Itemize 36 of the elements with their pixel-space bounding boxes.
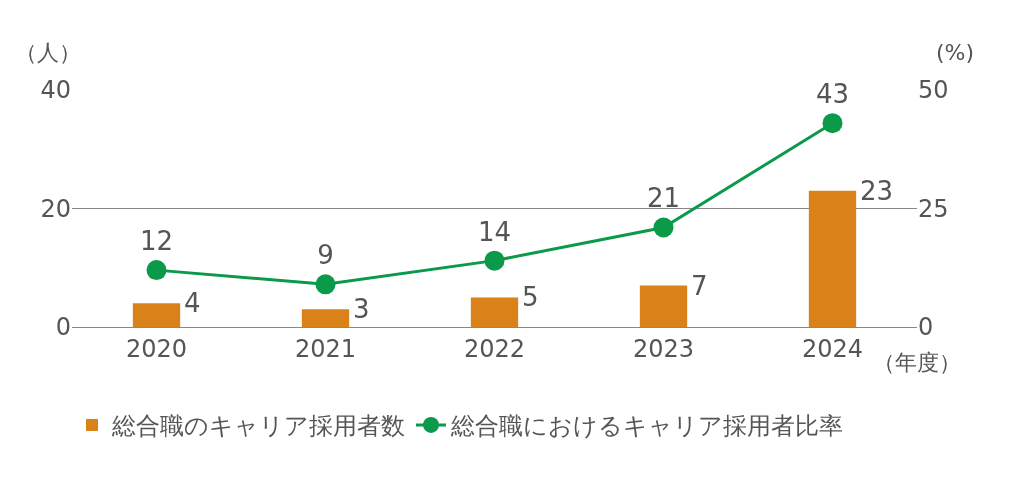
- bar: [301, 309, 350, 327]
- y2-tick-label: 0: [918, 313, 934, 342]
- bar: [132, 303, 181, 327]
- y-axis-title: （人）: [15, 40, 81, 65]
- data-label: 23: [860, 176, 894, 206]
- data-label: 43: [815, 79, 850, 110]
- data-label: 12: [139, 226, 174, 257]
- bar: [470, 297, 519, 327]
- data-label: 3: [353, 294, 370, 324]
- point: [315, 274, 336, 295]
- point: [822, 113, 843, 134]
- data-label: 14: [477, 216, 512, 247]
- legend-label: 総合職におけるキャリア採用者比率: [450, 412, 843, 441]
- point: [146, 260, 167, 281]
- y-tick-label: 0: [55, 313, 71, 342]
- y-tick-label: 40: [40, 76, 71, 105]
- y-tick-label: 20: [40, 194, 71, 223]
- x-tick-label: 2023: [632, 334, 695, 363]
- y2-tick-label: 50: [918, 76, 949, 105]
- y2-tick-label: 25: [918, 194, 949, 223]
- data-label: 5: [522, 282, 539, 312]
- data-label: 21: [646, 183, 681, 214]
- y2-axis-title: (%): [936, 40, 975, 65]
- data-label: 4: [184, 288, 201, 318]
- x-tick-label: 2022: [463, 334, 526, 363]
- bar: [808, 190, 857, 327]
- point: [653, 217, 674, 238]
- x-tick-label: 2021: [294, 334, 357, 363]
- bar: [639, 285, 688, 327]
- x-axis-title: （年度）: [873, 350, 961, 375]
- data-label: 7: [691, 271, 708, 301]
- data-label: 9: [317, 240, 334, 271]
- point: [484, 250, 505, 271]
- legend-label: 総合職のキャリア採用者数: [111, 412, 405, 441]
- x-tick-label: 2020: [125, 334, 188, 363]
- x-tick-label: 2024: [801, 334, 864, 363]
